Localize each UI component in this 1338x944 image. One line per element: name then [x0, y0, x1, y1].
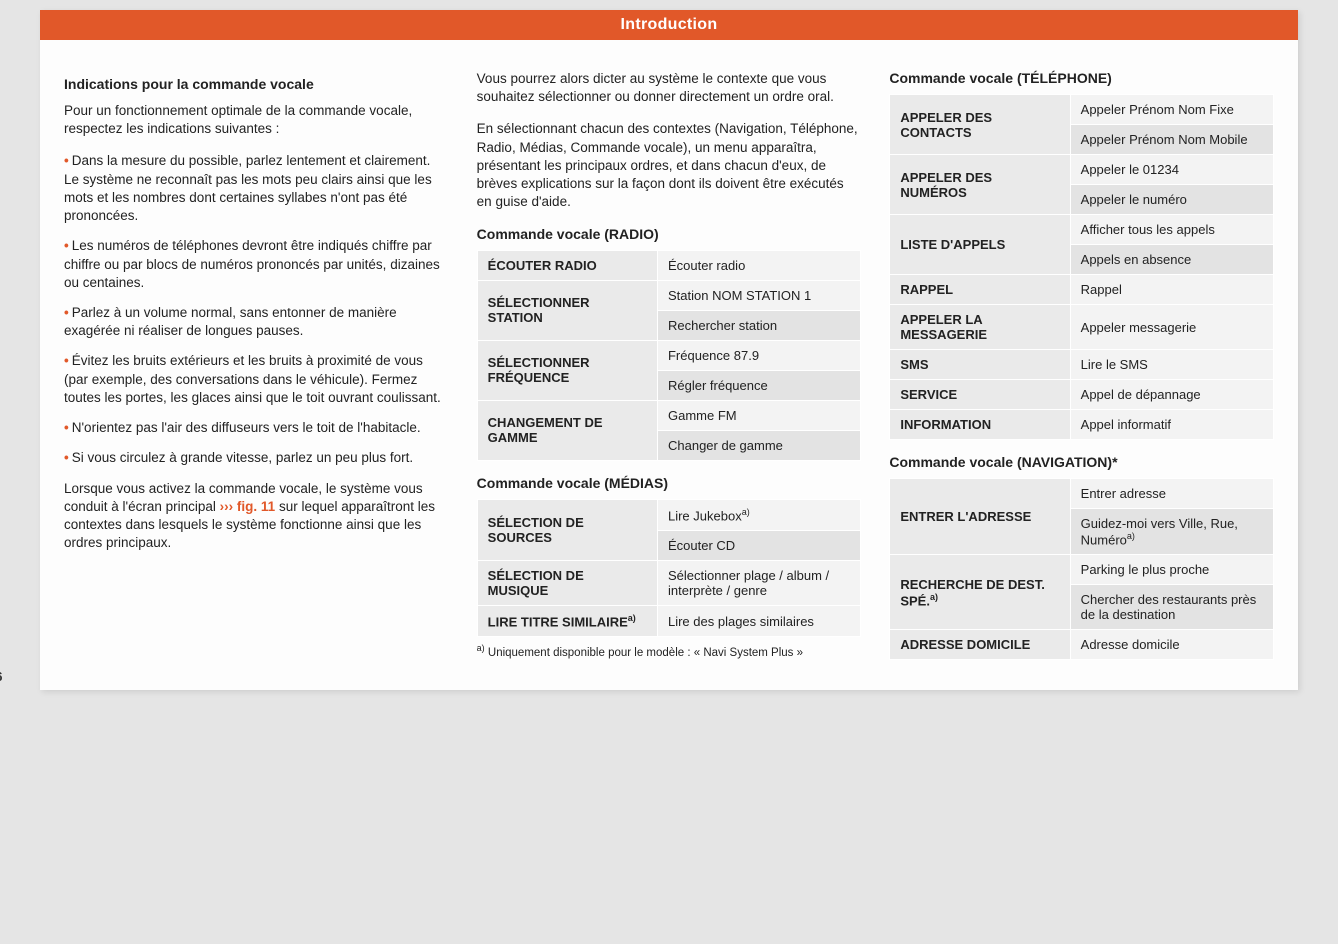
table-row: INFORMATIONAppel informatif: [890, 410, 1274, 440]
row-value: Gamme FM: [657, 400, 860, 430]
table-row: LISTE D'APPELSAfficher tous les appels: [890, 215, 1274, 245]
content-columns: Indications pour la commande vocale Pour…: [40, 40, 1298, 660]
table-row: APPELER LA MESSAGERIEAppeler messagerie: [890, 305, 1274, 350]
row-label: SMS: [890, 350, 1070, 380]
row-value: Lire Jukeboxa): [657, 499, 860, 530]
row-value: Station NOM STATION 1: [657, 280, 860, 310]
telephone-table: APPELER DES CONTACTSAppeler Prénom Nom F…: [889, 94, 1274, 440]
row-value: Afficher tous les appels: [1070, 215, 1273, 245]
row-value: Rappel: [1070, 275, 1273, 305]
row-value: Appeler Prénom Nom Fixe: [1070, 95, 1273, 125]
table-row: LIRE TITRE SIMILAIREa)Lire des plages si…: [477, 605, 861, 636]
bullet-item: •Évitez les bruits extérieurs et les bru…: [64, 352, 449, 407]
footnote-text: Uniquement disponible pour le modèle : «…: [485, 647, 803, 659]
row-label: ENTRER L'ADRESSE: [890, 479, 1070, 555]
table-row: SÉLECTIONNER STATIONStation NOM STATION …: [477, 280, 861, 310]
table-row: SERVICEAppel de dépannage: [890, 380, 1274, 410]
col1-closing: Lorsque vous activez la commande vocale,…: [64, 480, 449, 553]
row-label: CHANGEMENT DE GAMME: [477, 400, 657, 460]
navigation-table: ENTRER L'ADRESSEEntrer adresseGuidez-moi…: [889, 478, 1274, 660]
row-value: Écouter radio: [657, 250, 860, 280]
row-label: APPELER DES CONTACTS: [890, 95, 1070, 155]
row-label: APPELER DES NUMÉROS: [890, 155, 1070, 215]
table-row: ENTRER L'ADRESSEEntrer adresse: [890, 479, 1274, 509]
radio-table: ÉCOUTER RADIOÉcouter radioSÉLECTIONNER S…: [477, 250, 862, 461]
bullet-item: •N'orientez pas l'air des diffuseurs ver…: [64, 419, 449, 437]
bullet-item: •Parlez à un volume normal, sans entonne…: [64, 304, 449, 340]
col1-bullets: •Dans la mesure du possible, parlez lent…: [64, 152, 449, 467]
row-value: Fréquence 87.9: [657, 340, 860, 370]
row-label: RAPPEL: [890, 275, 1070, 305]
table-row: CHANGEMENT DE GAMMEGamme FM: [477, 400, 861, 430]
row-value: Lire des plages similaires: [657, 605, 860, 636]
row-value: Appeler le numéro: [1070, 185, 1273, 215]
medias-footnote: a) Uniquement disponible pour le modèle …: [477, 643, 862, 660]
row-value: Rechercher station: [657, 310, 860, 340]
page-number: 16: [0, 669, 2, 684]
row-value: Appeler Prénom Nom Mobile: [1070, 125, 1273, 155]
radio-heading: Commande vocale (RADIO): [477, 226, 862, 242]
medias-heading: Commande vocale (MÉDIAS): [477, 475, 862, 491]
row-value: Parking le plus proche: [1070, 555, 1273, 585]
table-row: ÉCOUTER RADIOÉcouter radio: [477, 250, 861, 280]
table-row: ADRESSE DOMICILEAdresse domicile: [890, 630, 1274, 660]
footnote-marker: a): [477, 643, 485, 653]
navigation-heading: Commande vocale (NAVIGATION)*: [889, 454, 1274, 470]
table-row: SMSLire le SMS: [890, 350, 1274, 380]
row-value: Entrer adresse: [1070, 479, 1273, 509]
row-value: Guidez-moi vers Ville, Rue, Numéroa): [1070, 509, 1273, 555]
row-value: Régler fréquence: [657, 370, 860, 400]
col1-heading: Indications pour la commande vocale: [64, 76, 449, 92]
row-value: Changer de gamme: [657, 430, 860, 460]
table-row: SÉLECTION DE MUSIQUESélectionner plage /…: [477, 560, 861, 605]
row-value: Écouter CD: [657, 530, 860, 560]
col1-intro: Pour un fonctionnement optimale de la co…: [64, 102, 449, 138]
row-label: SÉLECTION DE MUSIQUE: [477, 560, 657, 605]
row-label: LIRE TITRE SIMILAIREa): [477, 605, 657, 636]
column-2: Vous pourrez alors dicter au système le …: [477, 70, 862, 660]
telephone-heading: Commande vocale (TÉLÉPHONE): [889, 70, 1274, 86]
row-value: Chercher des restaurants près de la dest…: [1070, 585, 1273, 630]
row-label: SERVICE: [890, 380, 1070, 410]
bullet-item: •Dans la mesure du possible, parlez lent…: [64, 152, 449, 225]
row-value: Lire le SMS: [1070, 350, 1273, 380]
table-row: SÉLECTION DE SOURCESLire Jukeboxa): [477, 499, 861, 530]
bullet-item: •Si vous circulez à grande vitesse, parl…: [64, 449, 449, 467]
medias-table: SÉLECTION DE SOURCESLire Jukeboxa)Écoute…: [477, 499, 862, 638]
fig-ref: ››› fig. 11: [220, 499, 276, 514]
row-label: INFORMATION: [890, 410, 1070, 440]
row-label: LISTE D'APPELS: [890, 215, 1070, 275]
table-row: RAPPELRappel: [890, 275, 1274, 305]
column-1: Indications pour la commande vocale Pour…: [64, 70, 449, 660]
row-label: SÉLECTIONNER STATION: [477, 280, 657, 340]
row-value: Appels en absence: [1070, 245, 1273, 275]
col2-para1: Vous pourrez alors dicter au système le …: [477, 70, 862, 106]
table-row: APPELER DES CONTACTSAppeler Prénom Nom F…: [890, 95, 1274, 125]
row-value: Appel de dépannage: [1070, 380, 1273, 410]
row-label: SÉLECTIONNER FRÉQUENCE: [477, 340, 657, 400]
row-value: Appeler messagerie: [1070, 305, 1273, 350]
row-value: Adresse domicile: [1070, 630, 1273, 660]
table-row: RECHERCHE DE DEST. SPÉ.a)Parking le plus…: [890, 555, 1274, 585]
row-value: Appel informatif: [1070, 410, 1273, 440]
row-value: Appeler le 01234: [1070, 155, 1273, 185]
row-label: RECHERCHE DE DEST. SPÉ.a): [890, 555, 1070, 630]
row-label: ADRESSE DOMICILE: [890, 630, 1070, 660]
manual-page: Introduction Indications pour la command…: [40, 10, 1298, 690]
col2-para2: En sélectionnant chacun des contextes (N…: [477, 120, 862, 211]
row-label: ÉCOUTER RADIO: [477, 250, 657, 280]
row-label: APPELER LA MESSAGERIE: [890, 305, 1070, 350]
table-row: APPELER DES NUMÉROSAppeler le 01234: [890, 155, 1274, 185]
row-value: Sélectionner plage / album / interprète …: [657, 560, 860, 605]
page-header: Introduction: [40, 10, 1298, 40]
column-3: Commande vocale (TÉLÉPHONE) APPELER DES …: [889, 70, 1274, 660]
bullet-item: •Les numéros de téléphones devront être …: [64, 237, 449, 292]
table-row: SÉLECTIONNER FRÉQUENCEFréquence 87.9: [477, 340, 861, 370]
row-label: SÉLECTION DE SOURCES: [477, 499, 657, 560]
